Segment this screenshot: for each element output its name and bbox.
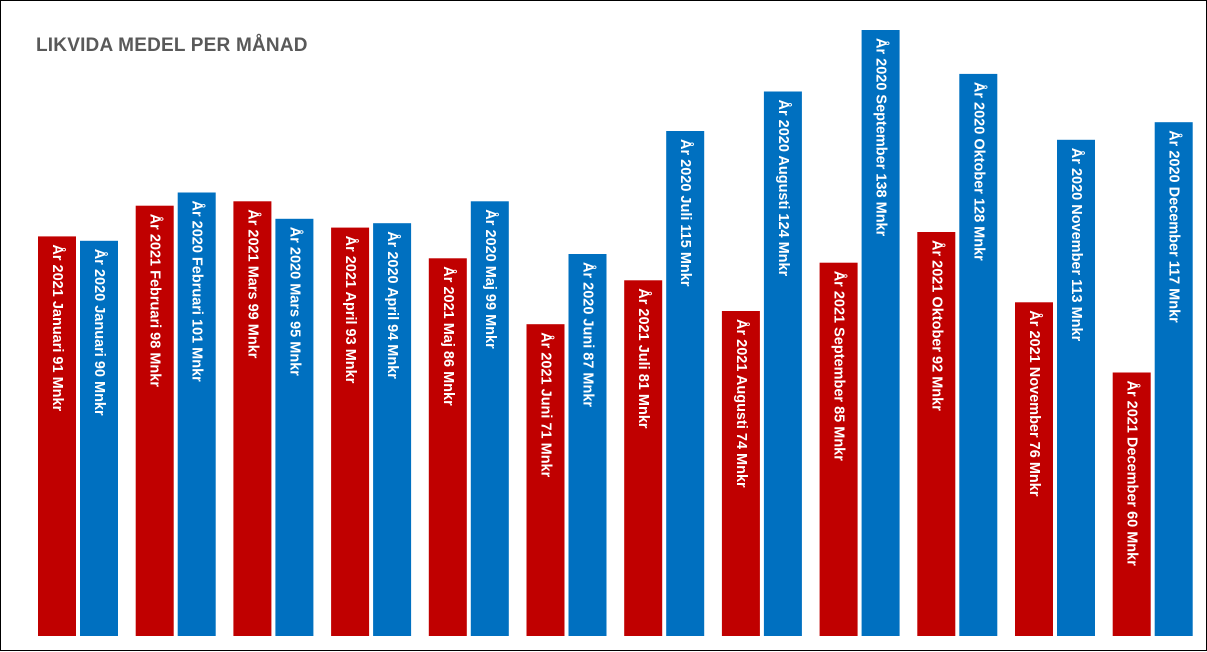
bar-label-2020-september: År 2020 September 138 Mnkr [873, 38, 890, 237]
bar-2021-januari [38, 236, 76, 636]
bar-2020-januari [80, 240, 118, 637]
bar-label-2020-november: År 2020 November 113 Mnkr [1068, 148, 1085, 342]
bar-label-2021-augusti: År 2021 Augusti 74 Mnkr [733, 319, 750, 488]
bar-2020-december [1154, 122, 1193, 636]
bar-label-2020-januari: År 2020 Januari 90 Mnkr [91, 249, 108, 416]
chart-title: LIKVIDA MEDEL PER MÅNAD [36, 35, 308, 56]
bar-label-2021-oktober: År 2021 Oktober 92 Mnkr [928, 240, 945, 411]
bar-2021-november [1015, 302, 1053, 636]
bar-2021-april [331, 227, 370, 636]
bar-2020-september [861, 30, 900, 636]
bar-2021-september [819, 262, 858, 636]
bar-2020-februari [177, 192, 216, 636]
bar-label-2021-september: År 2021 September 85 Mnkr [831, 271, 848, 462]
bar-2020-maj [470, 201, 509, 637]
bar-label-2020-februari: År 2020 Februari 101 Mnkr [189, 201, 206, 383]
bar-2020-mars [275, 218, 314, 637]
bar-2021-mars [233, 201, 272, 637]
bar-label-2020-juli: År 2020 Juli 115 Mnkr [677, 139, 694, 287]
bar-label-2020-maj: År 2020 Maj 99 Mnkr [482, 209, 499, 349]
bar-label-2021-december: År 2021 December 60 Mnkr [1124, 381, 1141, 567]
bar-label-2021-juli: År 2021 Juli 81 Mnkr [635, 288, 652, 429]
bar-2020-april [373, 223, 412, 636]
bar-2020-juli [666, 131, 705, 636]
bar-label-2020-april: År 2020 April 94 Mnkr [384, 231, 401, 379]
bar-label-2021-november: År 2021 November 76 Mnkr [1026, 310, 1043, 497]
bar-label-2021-januari: År 2021 Januari 91 Mnkr [49, 244, 66, 411]
bar-label-2021-februari: År 2021 Februari 98 Mnkr [147, 214, 164, 388]
bar-label-2020-augusti: År 2020 Augusti 124 Mnkr [775, 100, 792, 277]
bar-2021-juni [526, 324, 565, 636]
bar-label-2021-maj: År 2021 Maj 86 Mnkr [440, 266, 457, 406]
bar-2021-februari [135, 205, 174, 636]
bar-label-2020-mars: År 2020 Mars 95 Mnkr [286, 227, 303, 376]
bar-label-2021-juni: År 2021 Juni 71 Mnkr [538, 332, 555, 477]
bar-2021-augusti [721, 311, 760, 636]
bar-2020-juni [568, 254, 607, 636]
bar-2021-juli [624, 280, 663, 636]
bar-2021-december [1112, 372, 1151, 636]
bar-label-2021-mars: År 2021 Mars 99 Mnkr [244, 209, 261, 358]
bar-2020-november [1057, 139, 1095, 637]
bar-2020-oktober [959, 73, 998, 636]
bar-label-2020-oktober: År 2020 Oktober 128 Mnkr [970, 82, 987, 261]
bar-2020-augusti [763, 91, 802, 636]
bar-2021-oktober [917, 232, 956, 636]
bar-label-2021-april: År 2021 April 93 Mnkr [342, 236, 359, 384]
bar-label-2020-juni: År 2020 Juni 87 Mnkr [580, 262, 597, 407]
bar-2021-maj [428, 258, 467, 636]
bar-label-2020-december: År 2020 December 117 Mnkr [1166, 130, 1183, 323]
